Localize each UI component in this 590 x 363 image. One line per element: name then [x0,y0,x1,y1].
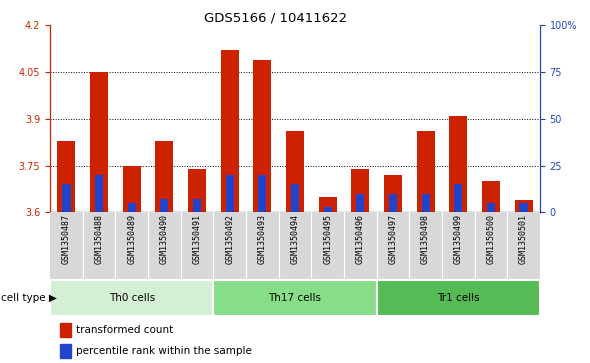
Bar [454,184,463,212]
Bar [193,199,201,212]
Bar [188,169,206,212]
Text: GSM1350492: GSM1350492 [225,215,234,264]
Bar [258,175,267,212]
Text: GSM1350495: GSM1350495 [323,215,332,264]
Bar [50,280,214,316]
Bar [389,194,397,212]
Bar [225,175,234,212]
Bar [60,323,71,337]
Bar [221,50,239,212]
Bar [286,131,304,212]
Bar [127,203,136,212]
Text: GSM1350491: GSM1350491 [192,215,202,264]
Text: percentile rank within the sample: percentile rank within the sample [76,346,251,356]
Bar [384,175,402,212]
Bar [487,203,495,212]
Text: GSM1350494: GSM1350494 [290,215,300,264]
Bar [519,203,527,212]
Text: Tr1 cells: Tr1 cells [437,293,480,303]
Bar [323,207,332,212]
Bar [123,166,141,212]
Bar [421,194,430,212]
Bar [90,72,108,212]
Bar [351,169,369,212]
Bar [155,141,173,212]
Bar [57,141,76,212]
Bar [291,184,299,212]
Text: Th0 cells: Th0 cells [109,293,155,303]
Bar [160,199,169,212]
Bar [376,280,540,316]
Text: cell type ▶: cell type ▶ [1,293,57,303]
Text: GSM1350493: GSM1350493 [258,215,267,264]
Text: GSM1350501: GSM1350501 [519,215,528,264]
Text: GSM1350498: GSM1350498 [421,215,430,264]
Bar [60,344,71,358]
Title: GDS5166 / 10411622: GDS5166 / 10411622 [204,11,347,24]
Bar [514,200,533,212]
Text: GSM1350489: GSM1350489 [127,215,136,264]
Bar [417,131,435,212]
Text: GSM1350497: GSM1350497 [388,215,398,264]
Bar [482,181,500,212]
Bar [449,116,467,212]
Bar [63,184,71,212]
Bar [253,60,271,212]
Bar [356,194,365,212]
Bar [214,280,376,316]
Text: Th17 cells: Th17 cells [268,293,322,303]
Text: GSM1350496: GSM1350496 [356,215,365,264]
Text: GSM1350500: GSM1350500 [486,215,496,264]
Text: transformed count: transformed count [76,325,173,335]
Text: GSM1350490: GSM1350490 [160,215,169,264]
Text: GSM1350499: GSM1350499 [454,215,463,264]
Bar [319,197,337,212]
Text: GSM1350487: GSM1350487 [62,215,71,264]
Text: GSM1350488: GSM1350488 [94,215,104,264]
Bar [95,175,103,212]
